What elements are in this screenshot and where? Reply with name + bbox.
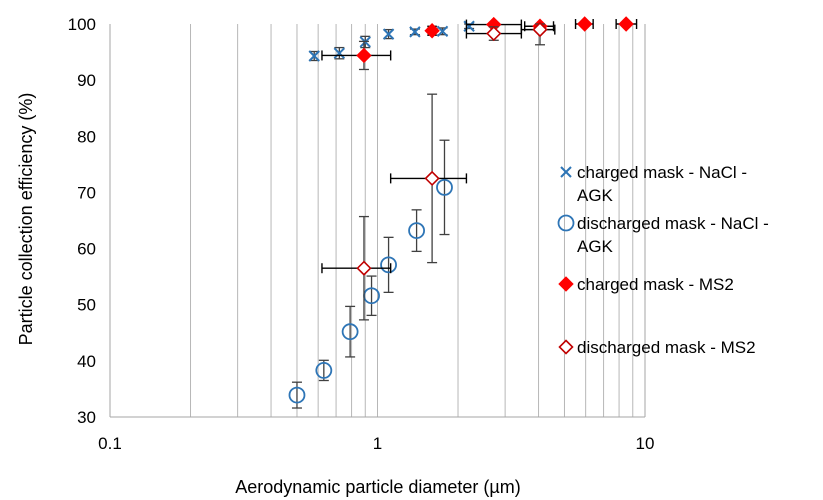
series-3 <box>321 16 638 71</box>
series-4 <box>321 21 556 321</box>
x-tick-label: 10 <box>636 434 655 453</box>
y-tick-label: 60 <box>77 240 96 259</box>
legend-label: AGK <box>577 237 614 256</box>
y-tick-label: 40 <box>77 352 96 371</box>
legend-label: charged mask - MS2 <box>577 275 734 294</box>
series-2 <box>288 139 453 409</box>
data-point <box>532 21 548 38</box>
y-tick-label: 30 <box>77 408 96 427</box>
legend-marker <box>558 339 574 355</box>
legend-item: charged mask - NaCl - AGK <box>560 163 747 205</box>
data-point <box>576 16 593 32</box>
data-point <box>382 28 395 40</box>
data-marks <box>288 16 638 409</box>
y-axis-title: Particle collection efficiency (%) <box>16 93 36 346</box>
data-point <box>380 256 397 274</box>
axes <box>109 24 646 418</box>
series-1 <box>308 20 475 62</box>
legend-marker <box>560 166 572 178</box>
data-point <box>356 260 372 276</box>
legend-marker <box>557 214 575 232</box>
legend-label: charged mask - NaCl - <box>577 163 747 182</box>
legend-item: discharged mask - MS2 <box>558 338 756 357</box>
y-tick-label: 80 <box>77 127 96 146</box>
data-point <box>618 16 634 32</box>
data-point <box>308 50 320 62</box>
legend-label: discharged mask - NaCl - <box>577 214 769 233</box>
legend-label: discharged mask - MS2 <box>577 338 756 357</box>
grid <box>190 24 634 417</box>
data-point <box>315 362 333 379</box>
x-tick-label: 1 <box>373 434 382 453</box>
legend-label: AGK <box>577 186 614 205</box>
data-point <box>408 222 425 240</box>
y-tick-label: 100 <box>68 15 96 34</box>
data-point <box>341 323 359 341</box>
legend-item: charged mask - MS2 <box>558 275 734 294</box>
x-axis-title: Aerodynamic particle diameter (µm) <box>235 477 520 497</box>
data-point <box>288 386 306 404</box>
data-point <box>424 23 440 39</box>
data-point <box>436 25 449 38</box>
y-tick-label: 70 <box>77 183 96 202</box>
data-point <box>333 47 346 59</box>
data-point <box>409 26 421 38</box>
legend-item: discharged mask - NaCl - AGK <box>557 214 769 256</box>
data-point <box>356 47 372 64</box>
y-tick-label: 50 <box>77 296 96 315</box>
data-point <box>486 25 502 42</box>
y-tick-label: 90 <box>77 71 96 90</box>
data-point <box>436 178 453 196</box>
data-point <box>424 170 440 187</box>
x-tick-label: 0.1 <box>98 434 122 453</box>
legend-marker <box>558 276 574 292</box>
tick-labels: 30 40 50 60 70 80 90 100 0.1 1 10 <box>68 15 655 453</box>
